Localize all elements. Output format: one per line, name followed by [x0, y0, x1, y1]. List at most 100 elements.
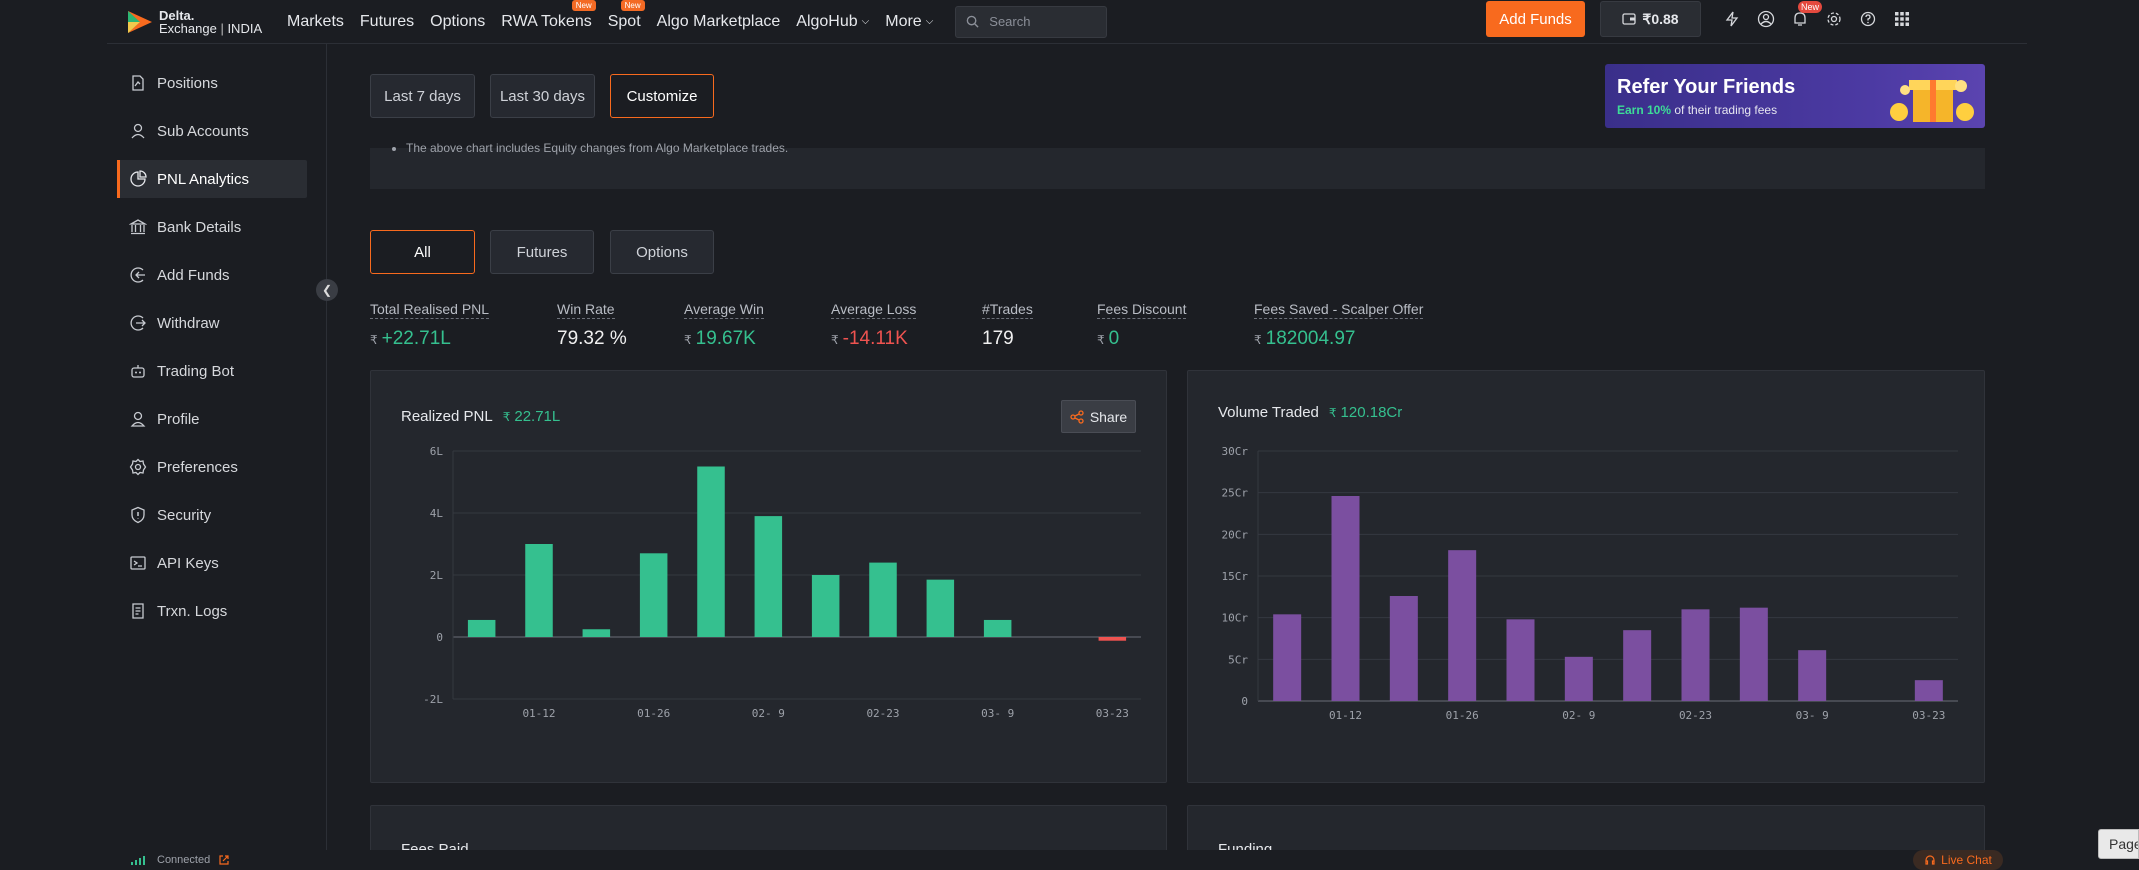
bar[interactable]: [869, 562, 897, 637]
positions-icon: [132, 75, 144, 91]
share-button[interactable]: Share: [1061, 400, 1136, 433]
page-side-tab[interactable]: Page: [2098, 829, 2139, 859]
new-badge: New: [571, 0, 596, 11]
y-tick-label: 2L: [430, 569, 444, 582]
filter-last-30-days[interactable]: Last 30 days: [490, 74, 595, 118]
withdraw-icon: [130, 315, 146, 331]
collapse-sidebar-button[interactable]: ❮: [316, 279, 338, 301]
x-tick-label: 02- 9: [752, 707, 785, 720]
filter-customize[interactable]: Customize: [610, 74, 714, 118]
bar[interactable]: [1098, 637, 1127, 641]
bar[interactable]: [1798, 650, 1827, 701]
gear-icon: [129, 458, 147, 476]
bar[interactable]: [1273, 614, 1302, 701]
pie-chart-icon: [130, 170, 147, 187]
y-tick-label: 6L: [430, 445, 444, 458]
realized-pnl-chart: 6L 4L 2L 0 -2L 01-12 01-26 02- 9 02-23 03- 9 03-23: [423, 445, 1141, 720]
nav-options[interactable]: Options: [430, 12, 486, 30]
x-tick-label: 01-12: [1329, 709, 1362, 722]
bar[interactable]: [1389, 596, 1418, 701]
bar[interactable]: [582, 629, 611, 637]
y-tick-label: 0: [1241, 695, 1248, 708]
top-navbar: Delta. Exchange | INDIA Markets Futures …: [107, 0, 2027, 44]
logo-region: INDIA: [227, 20, 263, 36]
volume-card-value: 120.18Cr: [1340, 404, 1403, 421]
bar[interactable]: [1448, 550, 1477, 701]
bar[interactable]: [811, 575, 840, 637]
new-badge: New: [620, 0, 645, 11]
signal-icon: [131, 855, 145, 865]
sidebar-item-add-funds[interactable]: Add Funds: [117, 256, 307, 294]
stat-fees-discount: Fees Discount ₹0: [1097, 301, 1187, 349]
sidebar-item-positions[interactable]: Positions: [117, 64, 307, 102]
settings-gear-icon[interactable]: [1824, 9, 1844, 29]
y-tick-label: 20Cr: [1222, 528, 1249, 541]
y-tick-label: 10Cr: [1222, 612, 1249, 625]
referral-title: Refer Your Friends: [1617, 76, 1796, 98]
chart-note: The above chart includes Equity changes …: [406, 141, 788, 155]
bar[interactable]: [697, 466, 725, 638]
y-tick-label: 5Cr: [1228, 653, 1248, 666]
logs-icon: [132, 603, 144, 619]
nav-more[interactable]: More ⌵: [885, 12, 934, 30]
help-icon[interactable]: [1858, 9, 1878, 29]
tab-all[interactable]: All: [370, 230, 475, 274]
referral-earn: Earn 10%: [1617, 103, 1672, 117]
sidebar-item-trxn-logs[interactable]: Trxn. Logs: [117, 592, 307, 630]
search-box[interactable]: [955, 5, 1108, 38]
sidebar-item-pnl-analytics[interactable]: PNL Analytics: [117, 160, 307, 198]
bar[interactable]: [1739, 607, 1768, 701]
bar[interactable]: [1564, 656, 1593, 701]
sidebar-item-trading-bot[interactable]: Trading Bot: [117, 352, 307, 390]
notification-bell-icon[interactable]: New: [1790, 1, 1823, 29]
top-icons: New: [1722, 1, 1912, 29]
bar[interactable]: [1506, 619, 1535, 701]
bar[interactable]: [467, 619, 496, 637]
nav-spot[interactable]: Spot New: [608, 0, 645, 31]
sidebar-item-profile[interactable]: Profile: [117, 400, 307, 438]
share-icon: [1070, 409, 1084, 424]
y-tick-label: 30Cr: [1222, 445, 1249, 458]
bar[interactable]: [1623, 630, 1652, 701]
nav-futures[interactable]: Futures: [359, 12, 415, 30]
referral-rest: of their trading fees: [1674, 103, 1778, 117]
sidebar-item-security[interactable]: Security: [117, 496, 307, 534]
tab-futures[interactable]: Futures: [490, 230, 594, 274]
live-chat-button[interactable]: Live Chat: [1913, 850, 2003, 870]
sidebar-item-api-keys[interactable]: API Keys: [117, 544, 307, 582]
account-icon[interactable]: [1756, 9, 1776, 29]
bar[interactable]: [754, 516, 783, 637]
x-tick-label: 01-12: [522, 707, 555, 720]
referral-banner[interactable]: Refer Your Friends Earn 10% of their tra…: [1605, 64, 1985, 128]
lightning-icon[interactable]: [1722, 9, 1742, 29]
sidebar-item-sub-accounts[interactable]: Sub Accounts: [117, 112, 307, 150]
delta-logo[interactable]: Delta. Exchange | INDIA: [125, 7, 271, 37]
bar[interactable]: [1331, 496, 1360, 701]
stat-trades: #Trades 179: [982, 301, 1033, 349]
bar[interactable]: [1681, 609, 1710, 701]
bar[interactable]: [525, 544, 553, 637]
nav-rwa-tokens[interactable]: RWA Tokens New: [501, 0, 596, 31]
x-tick-label: 02-23: [866, 707, 899, 720]
add-funds-button[interactable]: Add Funds: [1486, 1, 1585, 37]
apps-grid-icon[interactable]: [1892, 9, 1912, 29]
volume-traded-card: Volume Traded ₹120.18Cr 30Cr 25Cr 20Cr 15Cr…: [1187, 370, 1985, 783]
wallet-balance-button[interactable]: ₹0.88: [1600, 1, 1701, 37]
tab-options[interactable]: Options: [610, 230, 714, 274]
filter-last-7-days[interactable]: Last 7 days: [370, 74, 475, 118]
sidebar-item-bank-details[interactable]: Bank Details: [117, 208, 307, 246]
bar[interactable]: [926, 579, 955, 637]
sidebar-item-preferences[interactable]: Preferences: [117, 448, 307, 486]
bar[interactable]: [1914, 680, 1943, 701]
search-input[interactable]: [989, 14, 1090, 29]
bar[interactable]: [983, 619, 1012, 637]
sidebar-item-withdraw[interactable]: Withdraw: [117, 304, 307, 342]
chevron-down-icon: ⌵: [861, 16, 870, 27]
external-link-icon[interactable]: [218, 854, 230, 866]
bar[interactable]: [639, 553, 668, 637]
y-tick-label: 25Cr: [1222, 487, 1249, 500]
nav-markets[interactable]: Markets: [287, 12, 344, 30]
bot-icon: [131, 365, 145, 378]
nav-algohub[interactable]: AlgoHub ⌵: [796, 12, 870, 30]
nav-algo-marketplace[interactable]: Algo Marketplace: [656, 12, 781, 30]
